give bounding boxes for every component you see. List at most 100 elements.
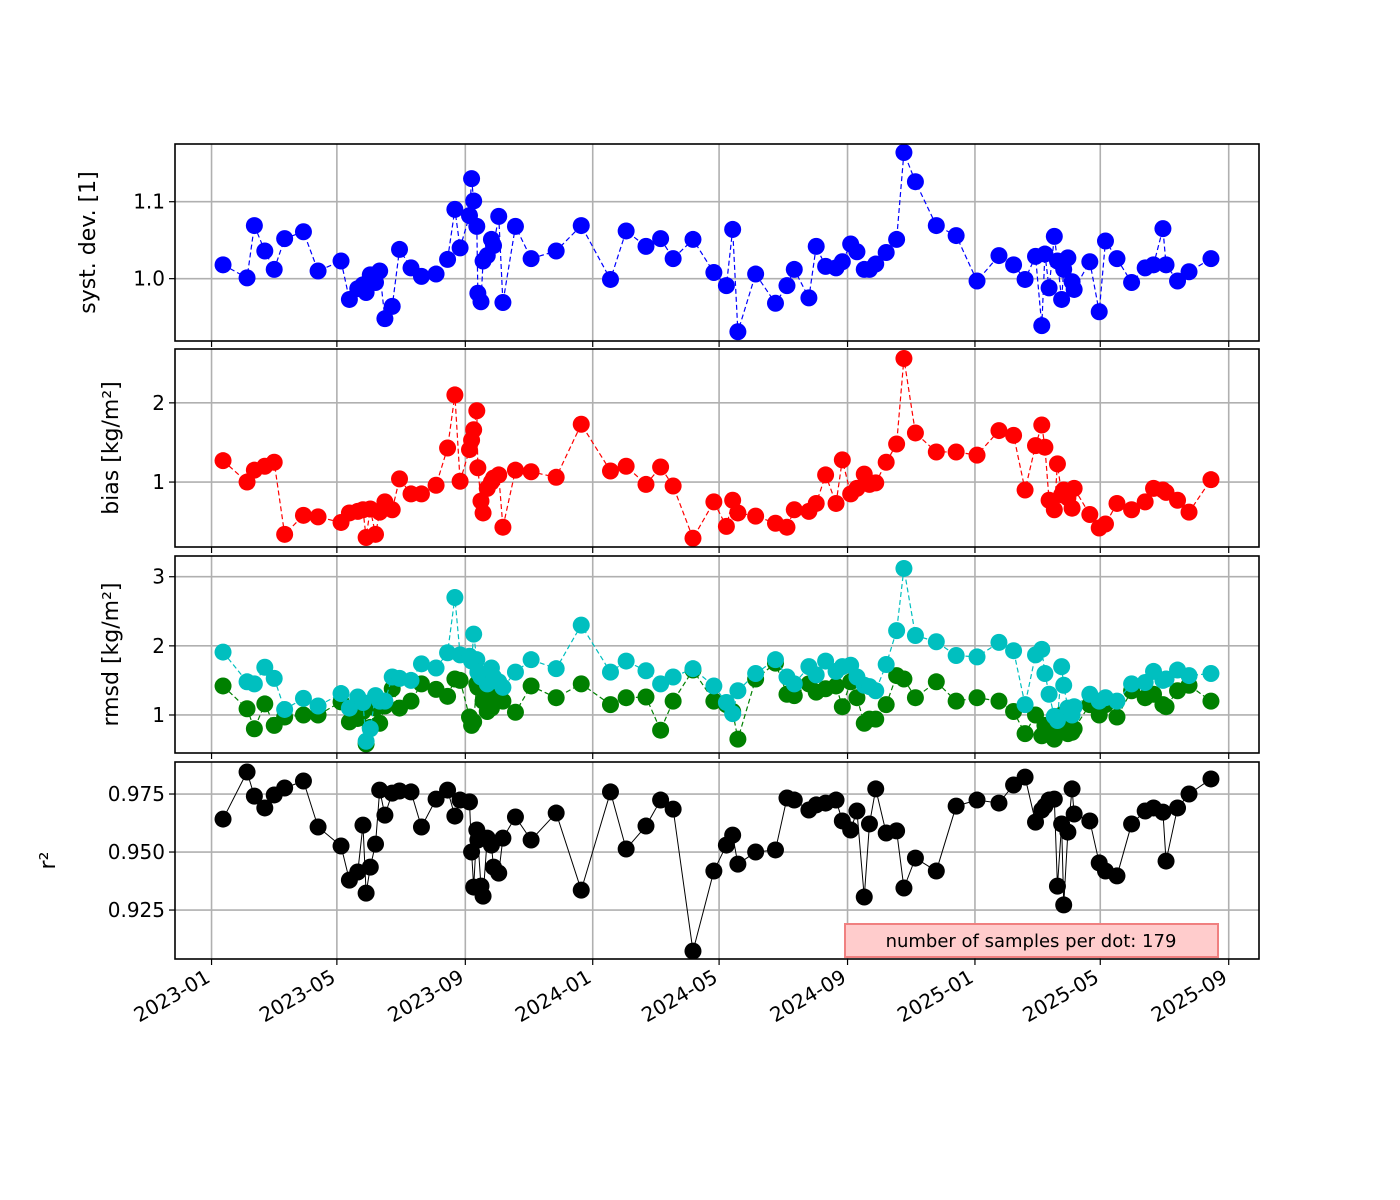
data-point [785,501,803,519]
data-point [652,675,670,693]
data-point [354,694,372,712]
data-point [412,655,430,673]
data-point [1016,768,1034,786]
data-point [1108,708,1126,726]
data-point [309,697,327,715]
data-point [637,817,655,835]
data-point [1169,272,1187,290]
data-point [214,643,232,661]
data-point [465,192,483,210]
data-point [947,797,965,815]
data-point [747,507,765,525]
data-point [446,386,464,404]
data-point [506,703,524,721]
data-point [637,475,655,493]
data-point [848,689,866,707]
data-point [947,647,965,665]
data-point [412,818,430,836]
data-point [1033,416,1051,434]
data-point [1108,494,1126,512]
y-tick-label: 0.950 [108,840,165,864]
data-point [1202,692,1220,710]
data-point [990,692,1008,710]
data-point [265,669,283,687]
data-point [572,616,590,634]
data-point [906,424,924,442]
data-point [468,402,486,420]
data-point [895,559,913,577]
y-axis-label: r² [36,852,61,870]
data-point [446,200,464,218]
data-point [391,240,409,258]
data-point [1169,491,1187,509]
data-point [1081,253,1099,271]
data-point [439,781,457,799]
data-point [354,816,372,834]
data-point [652,230,670,248]
data-point [664,668,682,686]
y-axis-label: rmsd [kg/m²] [99,582,124,726]
data-point [1169,799,1187,817]
data-point [724,826,742,844]
data-point [1040,279,1058,297]
data-point [1180,503,1198,521]
data-point [469,459,487,477]
data-point [1005,426,1023,444]
data-point [572,881,590,899]
data-point [427,476,445,494]
data-point [1108,250,1126,268]
data-point [927,862,945,880]
data-point [361,720,379,738]
data-point [729,504,747,522]
data-point [860,815,878,833]
data-point [506,663,524,681]
data-point [367,525,385,543]
data-point [522,651,540,669]
data-point [617,222,635,240]
data-point [895,670,913,688]
data-point [705,493,723,511]
data-point [1202,665,1220,683]
data-point [1055,676,1073,694]
data-point [214,677,232,695]
data-point [547,468,565,486]
data-point [684,660,702,678]
data-point [1081,812,1099,830]
data-point [1005,642,1023,660]
y-tick-label: 3 [152,565,165,589]
data-point [468,217,486,235]
data-point [817,652,835,670]
data-point [705,862,723,880]
data-point [1180,785,1198,803]
data-point [238,700,256,718]
data-point [463,170,481,188]
data-point [294,706,312,724]
data-point [1065,479,1083,497]
data-point [895,144,913,161]
data-point [855,888,873,906]
axes-frame [174,348,1260,548]
data-point [842,821,860,839]
data-point [1145,256,1163,274]
data-point [684,942,702,959]
data-point [367,835,385,853]
data-point [705,264,723,282]
data-point [867,780,885,798]
data-point [1036,665,1054,683]
data-point [729,682,747,700]
data-point [747,843,765,861]
data-point [968,272,986,290]
data-point [214,256,232,274]
data-point [1108,867,1126,885]
data-point [785,260,803,278]
data-point [1157,852,1175,870]
data-point [724,705,742,723]
data-point [1053,658,1071,676]
data-point [309,262,327,280]
data-point [383,297,401,315]
y-tick-label: 2 [152,391,165,415]
data-point [1016,696,1034,714]
data-point [572,675,590,693]
data-point [906,626,924,644]
data-point [968,446,986,464]
